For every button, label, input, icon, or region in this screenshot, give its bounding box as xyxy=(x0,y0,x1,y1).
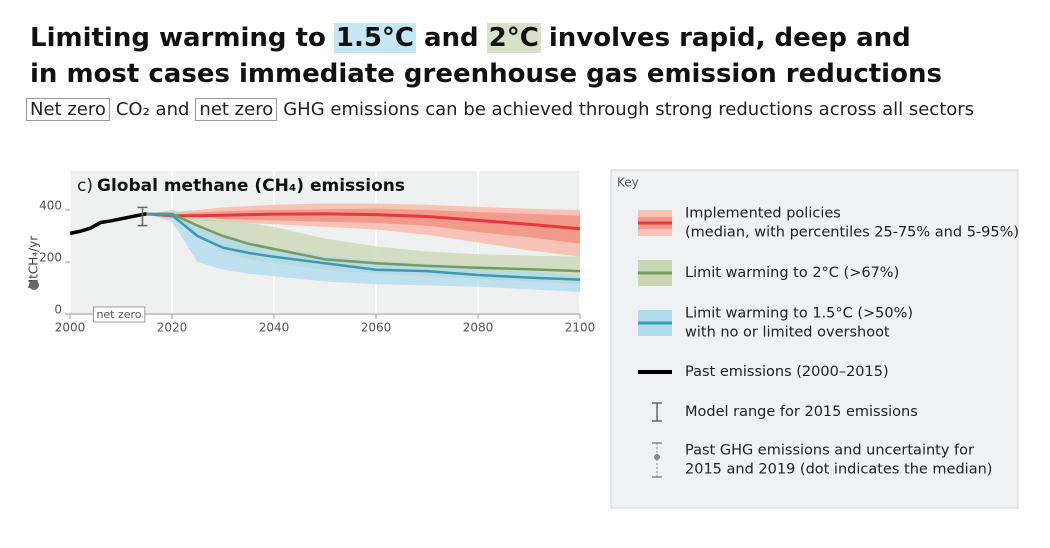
x-tick-label: 2080 xyxy=(463,321,494,335)
title-text: Limiting warming to xyxy=(30,23,326,53)
x-tick-label: 2060 xyxy=(361,321,392,335)
title-line: Limiting warming to 1.5°C and 2°C involves r… xyxy=(30,20,942,56)
key-label: Implemented policies xyxy=(685,206,841,222)
model-range xyxy=(137,206,148,227)
uncertainty-band xyxy=(146,208,580,244)
title-text: and xyxy=(424,23,479,53)
key-label: (median, with percentiles 25-75% and 5-9… xyxy=(685,225,1019,241)
key-panel xyxy=(610,169,1019,509)
subtitle-box: net zero xyxy=(195,98,278,121)
key-label: with no or limited overshoot xyxy=(685,325,890,341)
key-label: Past GHG emissions and uncertainty for xyxy=(685,443,974,459)
subtitle: Net zero CO₂ and net zero GHG emissions can… xyxy=(26,98,980,121)
y-tick-label: 0 xyxy=(54,303,62,317)
x-tick-label: 2040 xyxy=(259,321,290,335)
x-tick-label: 2000 xyxy=(55,321,86,335)
y-axis-label: MtCH₄/yr xyxy=(27,236,41,289)
x-tick-label: 2100 xyxy=(565,321,596,335)
y-axis-icon xyxy=(29,280,39,290)
title-text: involves rapid, deep and xyxy=(548,23,911,53)
x-tick-label: 2020 xyxy=(157,321,188,335)
title-line: in most cases immediate greenhouse gas e… xyxy=(30,59,942,89)
subtitle-text: GHG emissions can be achieved through st… xyxy=(283,99,975,120)
annotation-box xyxy=(92,306,146,323)
subtitle-box: Net zero xyxy=(26,98,110,121)
series-line xyxy=(146,212,581,281)
key-label: Limit warming to 2°C (>67%) xyxy=(685,265,899,281)
key-label: 2015 and 2019 (dot indicates the median) xyxy=(685,462,992,478)
title-highlight: 2°C xyxy=(486,23,541,53)
chart-title: Global methane (CH₄) emissions xyxy=(97,176,405,196)
y-tick-label: 200 xyxy=(39,251,62,265)
key-swatch-dot xyxy=(654,454,660,460)
header: Limiting warming to 1.5°C and 2°C involves r… xyxy=(30,20,942,92)
title-highlight: 1.5°C xyxy=(333,23,416,53)
series-line xyxy=(146,212,581,273)
key-label: Limit warming to 1.5°C (>50%) xyxy=(685,306,913,322)
subtitle-text: CO₂ and xyxy=(115,99,190,120)
key-label: Model range for 2015 emissions xyxy=(685,404,918,420)
y-tick-label: 400 xyxy=(39,199,62,213)
key-label: Past emissions (2000–2015) xyxy=(685,364,889,380)
annotation: net zero xyxy=(96,308,141,321)
key-title: Key xyxy=(617,176,639,190)
series-line xyxy=(69,212,147,236)
series-line xyxy=(146,212,581,231)
chart-label: c) xyxy=(77,176,93,196)
uncertainty-band xyxy=(146,210,580,285)
uncertainty-band xyxy=(146,211,580,292)
